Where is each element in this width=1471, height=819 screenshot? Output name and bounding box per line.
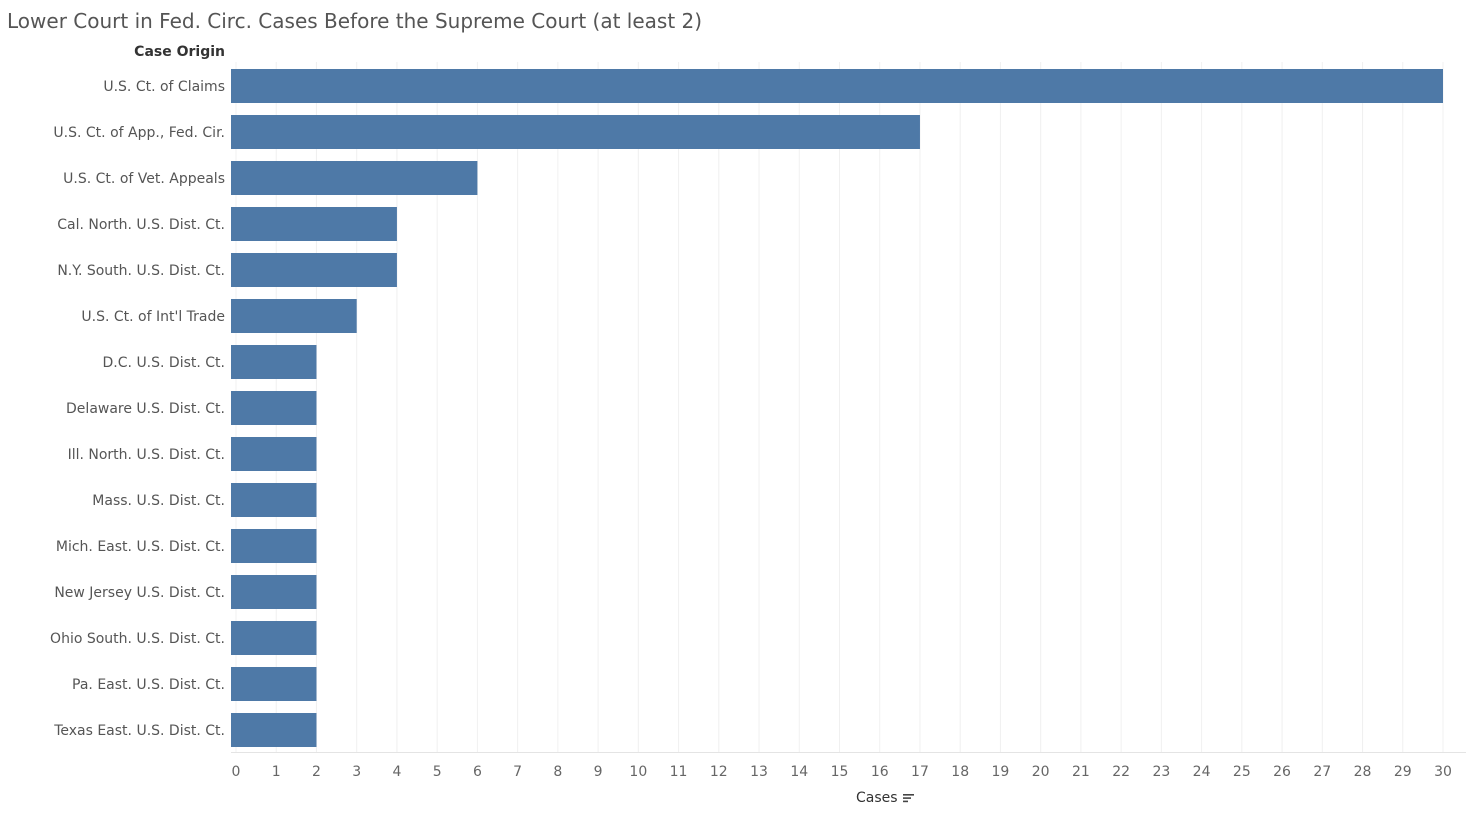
x-tick-label: 27 [1313, 764, 1331, 780]
category-label: U.S. Ct. of Int'l Trade [81, 309, 225, 325]
x-axis-label: Cases [856, 790, 898, 806]
x-tick-label: 17 [911, 764, 929, 780]
x-tick-label: 18 [951, 764, 969, 780]
category-label: Mich. East. U.S. Dist. Ct. [56, 539, 225, 555]
bar[interactable] [231, 69, 1443, 103]
x-tick-label: 20 [1032, 764, 1050, 780]
x-tick-label: 13 [750, 764, 768, 780]
category-label: N.Y. South. U.S. Dist. Ct. [57, 263, 225, 279]
x-tick-label: 3 [352, 764, 361, 780]
x-tick-labels: 0 1 2 3 4 5 6 7 8 9 10 11 12 13 14 15 16 17 18 19 20 21 22 23 24… [232, 764, 1452, 780]
category-label: Cal. North. U.S. Dist. Ct. [57, 217, 225, 233]
category-label: Ohio South. U.S. Dist. Ct. [50, 631, 225, 647]
bar[interactable] [231, 391, 317, 425]
x-axis-title: Cases [856, 790, 915, 806]
x-tick-label: 5 [433, 764, 442, 780]
bar[interactable] [231, 207, 397, 241]
category-label: Texas East. U.S. Dist. Ct. [53, 723, 225, 739]
category-label: U.S. Ct. of App., Fed. Cir. [53, 125, 225, 141]
bars-layer [231, 69, 1443, 747]
x-tick-label: 24 [1193, 764, 1211, 780]
x-tick-label: 23 [1152, 764, 1170, 780]
x-tick-label: 21 [1072, 764, 1090, 780]
sort-descending-icon[interactable] [902, 793, 915, 803]
x-tick-label: 0 [232, 764, 241, 780]
x-tick-label: 29 [1394, 764, 1412, 780]
x-tick-label: 14 [790, 764, 808, 780]
bar[interactable] [231, 437, 317, 471]
x-tick-label: 4 [392, 764, 401, 780]
x-tick-label: 25 [1233, 764, 1251, 780]
bar[interactable] [231, 575, 317, 609]
category-label: U.S. Ct. of Vet. Appeals [63, 171, 225, 187]
x-tick-label: 28 [1354, 764, 1372, 780]
category-label: New Jersey U.S. Dist. Ct. [54, 585, 225, 601]
x-tick-label: 19 [992, 764, 1010, 780]
category-label: D.C. U.S. Dist. Ct. [103, 355, 225, 371]
bar[interactable] [231, 345, 317, 379]
x-tick-label: 7 [513, 764, 522, 780]
x-tick-label: 1 [272, 764, 281, 780]
x-tick-label: 16 [871, 764, 889, 780]
x-tick-label: 10 [629, 764, 647, 780]
row-header-case-origin: Case Origin [134, 44, 225, 60]
x-tick-label: 26 [1273, 764, 1291, 780]
bar[interactable] [231, 115, 920, 149]
category-label: Pa. East. U.S. Dist. Ct. [72, 677, 225, 693]
x-tick-label: 11 [670, 764, 688, 780]
category-labels: U.S. Ct. of Claims U.S. Ct. of App., Fed.… [50, 79, 225, 739]
bar[interactable] [231, 713, 317, 747]
x-tick-label: 12 [710, 764, 728, 780]
x-tick-label: 9 [594, 764, 603, 780]
bar[interactable] [231, 621, 317, 655]
x-tick-label: 6 [473, 764, 482, 780]
bar[interactable] [231, 529, 317, 563]
bar[interactable] [231, 161, 478, 195]
category-label: Ill. North. U.S. Dist. Ct. [68, 447, 225, 463]
category-label: Delaware U.S. Dist. Ct. [66, 401, 225, 417]
x-tick-label: 15 [831, 764, 849, 780]
x-tick-label: 2 [312, 764, 321, 780]
bar[interactable] [231, 299, 357, 333]
bar[interactable] [231, 483, 317, 517]
category-label: U.S. Ct. of Claims [103, 79, 225, 95]
x-tick-label: 22 [1112, 764, 1130, 780]
bar[interactable] [231, 667, 317, 701]
category-label: Mass. U.S. Dist. Ct. [92, 493, 225, 509]
chart-title: Lower Court in Fed. Circ. Cases Before t… [7, 9, 703, 33]
x-tick-label: 8 [553, 764, 562, 780]
x-tick-label: 30 [1434, 764, 1452, 780]
bar[interactable] [231, 253, 397, 287]
